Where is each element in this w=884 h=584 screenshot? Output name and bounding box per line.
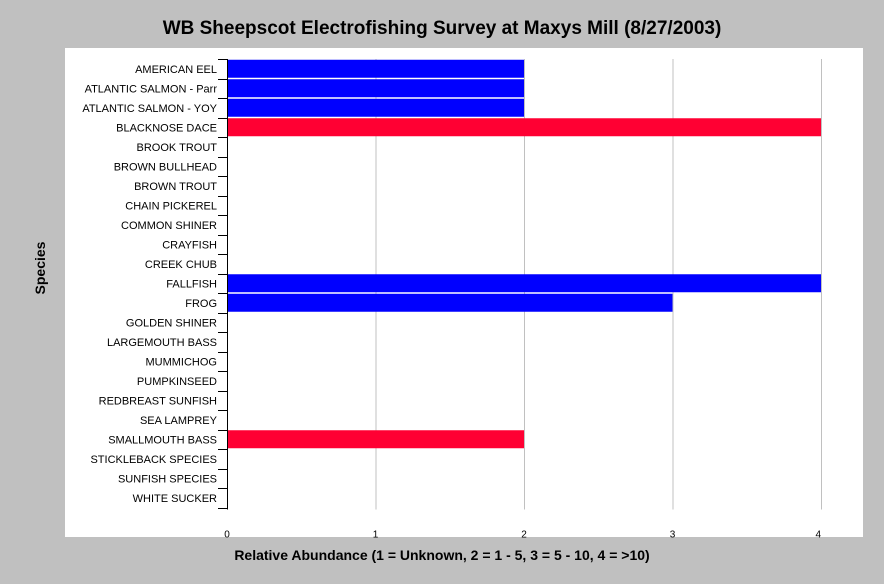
- category-label: BROWN BULLHEAD: [114, 161, 217, 173]
- category-label: WHITE SUCKER: [133, 493, 217, 505]
- category-label: STICKLEBACK SPECIES: [90, 454, 217, 466]
- category-label: FROG: [185, 298, 217, 310]
- category-label: CREEK CHUB: [145, 259, 217, 271]
- category-label: BROOK TROUT: [137, 142, 218, 154]
- bar: [227, 293, 673, 312]
- category-label: GOLDEN SHINER: [126, 317, 217, 329]
- category-label: COMMON SHINER: [121, 220, 217, 232]
- category-label: ATLANTIC SALMON - Parr: [85, 83, 218, 95]
- category-label: SMALLMOUTH BASS: [108, 434, 217, 446]
- category-label: BROWN TROUT: [134, 181, 217, 193]
- bar: [227, 430, 524, 449]
- bar: [227, 98, 524, 117]
- category-label: AMERICAN EEL: [135, 64, 217, 76]
- category-label: FALLFISH: [166, 278, 217, 290]
- category-label: CHAIN PICKEREL: [125, 200, 217, 212]
- category-label: ATLANTIC SALMON - YOY: [82, 103, 217, 115]
- category-label: BLACKNOSE DACE: [116, 122, 217, 134]
- y-axis-title: Species: [32, 241, 48, 295]
- x-axis-title: Relative Abundance (1 = Unknown, 2 = 1 -…: [234, 547, 650, 563]
- category-label: LARGEMOUTH BASS: [107, 337, 217, 349]
- category-label: MUMMICHOG: [146, 356, 218, 368]
- bar: [227, 79, 524, 98]
- category-label: REDBREAST SUNFISH: [99, 395, 217, 407]
- category-label: CRAYFISH: [162, 239, 217, 251]
- bar: [227, 59, 524, 78]
- x-tick-label: 0: [224, 530, 230, 541]
- x-tick-label: 3: [670, 530, 676, 541]
- bar: [227, 118, 821, 137]
- x-tick-label: 4: [815, 530, 821, 541]
- x-tick-label: 2: [521, 530, 527, 541]
- chart-title: WB Sheepscot Electrofishing Survey at Ma…: [162, 18, 722, 39]
- category-label: SUNFISH SPECIES: [118, 473, 217, 485]
- category-label: SEA LAMPREY: [140, 415, 218, 427]
- bar: [227, 274, 821, 293]
- category-label: PUMPKINSEED: [137, 376, 217, 388]
- x-tick-label: 1: [373, 530, 379, 541]
